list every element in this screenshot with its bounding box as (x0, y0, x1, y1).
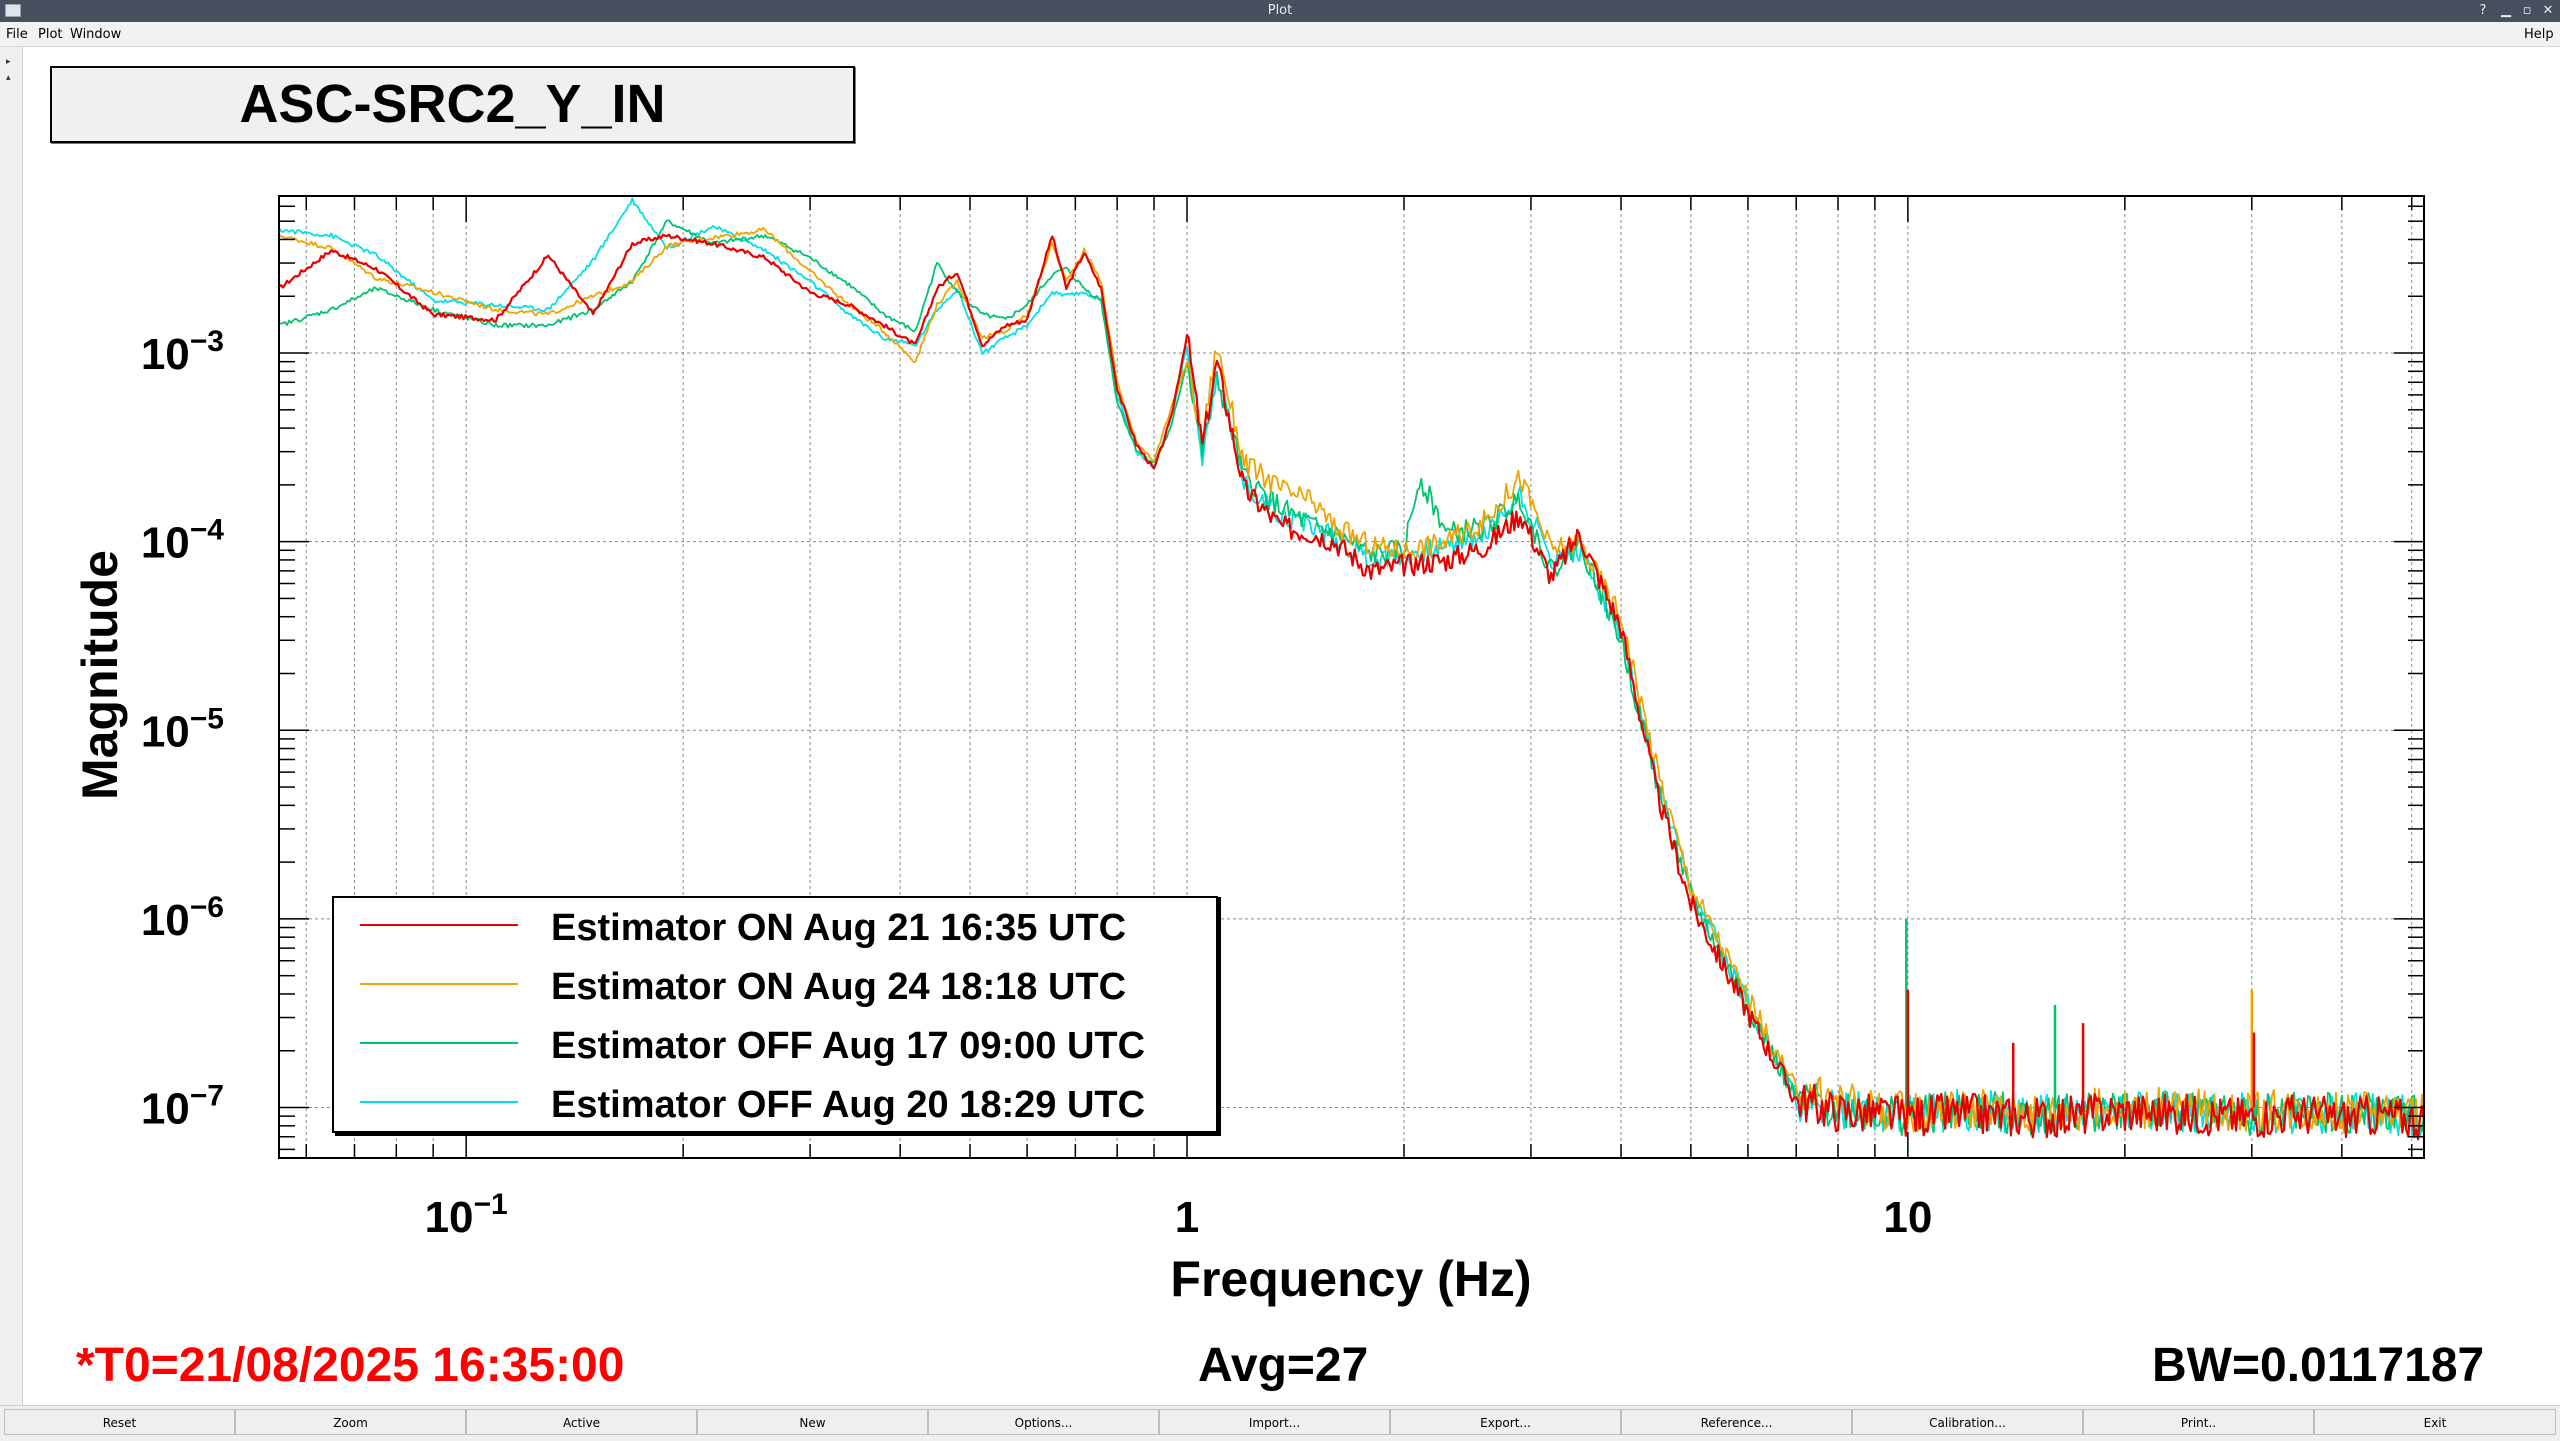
button-bar: Reset Zoom Active New Options... Import.… (0, 1405, 2560, 1441)
import-button[interactable]: Import... (1159, 1409, 1390, 1435)
reset-button[interactable]: Reset (4, 1409, 235, 1435)
print-button[interactable]: Print.. (2083, 1409, 2314, 1435)
series-line-1 (278, 226, 2425, 1135)
menubar: File Plot Window Help (0, 22, 2560, 47)
spectrum-chart[interactable]: 10−1 1 10 10−3 10−4 10−5 10−6 10−7 Frequency (H… (0, 0, 2560, 1405)
series-line-0 (278, 233, 2426, 1141)
export-button[interactable]: Export... (1390, 1409, 1621, 1435)
legend-box (332, 896, 1218, 1133)
x-tick-label: 1 (1175, 1193, 1199, 1242)
menu-file[interactable]: File (6, 27, 28, 42)
legend[interactable]: Estimator ON Aug 21 16:35 UTC Estimator O… (332, 896, 1221, 1136)
y-tick-label: 10−4 (141, 514, 224, 568)
close-icon[interactable]: ✕ (2542, 3, 2554, 18)
new-button[interactable]: New (697, 1409, 928, 1435)
legend-label-0: Estimator ON Aug 21 16:35 UTC (551, 907, 1126, 949)
t0-label: *T0=21/08/2025 16:35:00 (76, 1339, 625, 1392)
menu-window[interactable]: Window (70, 27, 122, 42)
window-title: Plot (1267, 3, 1293, 18)
x-axis-label: Frequency (Hz) (1170, 1251, 1531, 1307)
left-toolstrip: ▸ ▴ (0, 47, 23, 1405)
menu-plot[interactable]: Plot (38, 27, 63, 42)
collapse-up-icon[interactable]: ▴ (6, 73, 11, 83)
plot-pad[interactable] (23, 47, 2560, 1405)
y-axis-label: Magnitude (72, 550, 128, 800)
series-lines (278, 197, 2426, 1141)
exit-button[interactable]: Exit (2314, 1409, 2556, 1435)
maximize-icon[interactable]: ▫ (2522, 3, 2532, 18)
x-tick-label: 10−1 (425, 1188, 508, 1242)
legend-label-1: Estimator ON Aug 24 18:18 UTC (551, 966, 1126, 1008)
y-tick-label: 10−6 (141, 891, 224, 945)
zoom-button[interactable]: Zoom (235, 1409, 466, 1435)
legend-label-3: Estimator OFF Aug 20 18:29 UTC (551, 1084, 1145, 1126)
tick-labels: 10−1 1 10 10−3 10−4 10−5 10−6 10−7 (141, 325, 1933, 1242)
legend-label-2: Estimator OFF Aug 17 09:00 UTC (551, 1025, 1145, 1067)
menu-help[interactable]: Help (2524, 27, 2554, 42)
reference-button[interactable]: Reference... (1621, 1409, 1852, 1435)
active-button[interactable]: Active (466, 1409, 697, 1435)
app-icon (5, 4, 21, 17)
grid (279, 196, 2424, 1158)
avg-label: Avg=27 (1198, 1339, 1369, 1392)
y-tick-label: 10−5 (141, 702, 224, 756)
y-tick-label: 10−3 (141, 325, 224, 379)
plot-title-box: ASC-SRC2_Y_IN (50, 66, 855, 143)
axis-ticks (279, 196, 2424, 1158)
minimize-icon[interactable]: ▁ (2501, 3, 2511, 18)
calibration-button[interactable]: Calibration... (1852, 1409, 2083, 1435)
plot-title: ASC-SRC2_Y_IN (239, 74, 666, 134)
window-titlebar: Plot ? ▁ ▫ ✕ (0, 0, 2560, 22)
plot-frame (278, 195, 2425, 1159)
y-tick-label: 10−7 (141, 1080, 224, 1134)
x-tick-label: 10 (1883, 1193, 1932, 1242)
help-window-icon[interactable]: ? (2479, 3, 2487, 18)
expand-right-icon[interactable]: ▸ (6, 57, 11, 67)
bw-label: BW=0.0117187 (2152, 1339, 2485, 1392)
options-button[interactable]: Options... (928, 1409, 1159, 1435)
